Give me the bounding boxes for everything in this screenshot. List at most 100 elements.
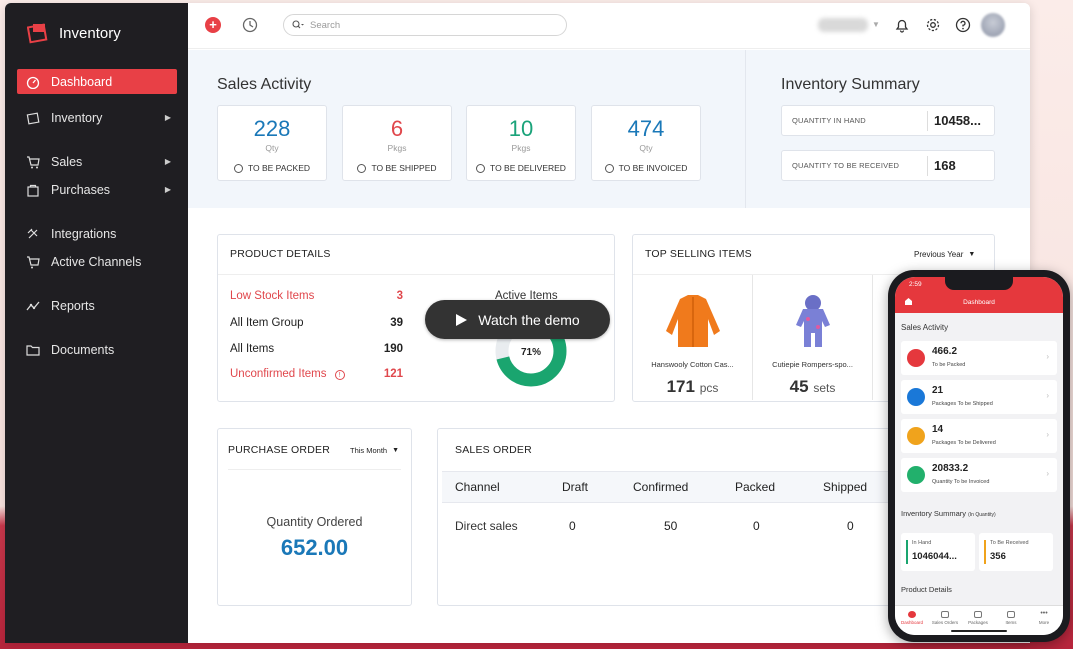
phone-stat-card[interactable]: 14 Packages To be Delivered › (901, 419, 1057, 453)
sidebar-item-active-channels[interactable]: Active Channels (17, 249, 177, 274)
stat-value: 228 (253, 116, 291, 141)
phone-inv-title-text: Inventory Summary (901, 509, 967, 518)
stat-card-to-be-shipped[interactable]: 6 Pkgs TO BE SHIPPED (342, 105, 452, 181)
gear-icon[interactable] (925, 17, 941, 33)
stat-card-to-be-invoiced[interactable]: 474 Qty TO BE INVOICED (591, 105, 701, 181)
quantity-ordered-label: Quantity Ordered (266, 515, 363, 529)
phone-stat-label: Packages To be Shipped (932, 401, 993, 407)
phone-nav-sales-orders[interactable]: Sales Orders (928, 611, 962, 625)
quantity-in-hand-value: 10458... (934, 113, 981, 128)
sidebar-item-inventory[interactable]: Inventory ▶ (17, 105, 177, 130)
item-qty-unit: sets (813, 381, 836, 395)
history-icon[interactable] (241, 16, 259, 34)
phone-nav-label: Items (1005, 620, 1017, 625)
phone-nav-more[interactable]: ••• More (1027, 610, 1061, 625)
documents-icon (25, 342, 41, 358)
chevron-down-icon[interactable]: ▼ (872, 20, 880, 29)
stat-label-text: TO BE INVOICED (618, 163, 688, 173)
search-input[interactable] (310, 19, 540, 31)
sidebar-item-dashboard[interactable]: Dashboard (17, 69, 177, 94)
box-icon (907, 349, 925, 367)
period-dropdown-label: Previous Year (914, 250, 964, 259)
phone-home-icon[interactable] (904, 297, 913, 306)
quantity-to-be-received-box: QUANTITY TO BE RECEIVED 168 (781, 150, 995, 181)
phone-in-hand-value: 1046044... (912, 551, 957, 562)
row-label: Low Stock Items (230, 290, 315, 302)
help-icon[interactable] (955, 17, 971, 33)
active-items-label: Active Items (495, 290, 558, 302)
column-header: Confirmed (633, 480, 689, 494)
top-selling-item[interactable]: Cutiepie Rompers-spo... 45 sets (753, 275, 873, 400)
top-selling-item[interactable]: Hanswooly Cotton Cas... 171 pcs (633, 275, 753, 400)
all-items-row[interactable]: All Items 190 (230, 343, 403, 355)
watch-demo-button[interactable]: Watch the demo (425, 300, 610, 339)
bell-icon[interactable] (894, 17, 910, 33)
sidebar-item-documents[interactable]: Documents (17, 337, 177, 362)
panel-title: TOP SELLING ITEMS (645, 248, 752, 260)
item-image-romper (795, 295, 830, 347)
sidebar-item-integrations[interactable]: Integrations (17, 221, 177, 246)
stat-label-text: TO BE DELIVERED (490, 163, 566, 173)
phone-stat-card[interactable]: 20833.2 Quantity To be Invoiced › (901, 458, 1057, 492)
sidebar-item-reports[interactable]: Reports (17, 293, 177, 318)
stat-value: 10 (508, 116, 534, 141)
donut-percent-label: 71% (521, 347, 541, 358)
stat-label-text: TO BE PACKED (247, 163, 311, 173)
submenu-caret-icon: ▶ (164, 113, 171, 122)
phone-stat-label: Packages To be Delivered (932, 440, 996, 446)
all-item-group-row[interactable]: All Item Group 39 (230, 317, 403, 329)
stat-label: TO BE INVOICED (592, 163, 700, 173)
quantity-to-be-received-label: QUANTITY TO BE RECEIVED (792, 161, 900, 170)
info-icon[interactable]: ! (334, 370, 345, 380)
quantity-ordered-value: 652.00 (280, 535, 349, 560)
more-dots-icon: ••• (1040, 610, 1048, 617)
period-dropdown[interactable]: Previous Year ▼ (914, 250, 975, 259)
phone-nav-label: Sales Orders (931, 620, 959, 625)
phone-header: 2:59 Dashboard (895, 277, 1063, 313)
dashboard-icon (908, 611, 916, 618)
phone-inventory-summary-title: Inventory Summary (In Quantity) (901, 509, 996, 518)
play-icon (456, 313, 468, 326)
purchase-order-panel: PURCHASE ORDER This Month ▼ Quantity Ord… (217, 428, 412, 606)
phone-nav-dashboard[interactable]: Dashboard (895, 611, 929, 625)
phone-nav-packages[interactable]: Packages (961, 611, 995, 625)
chevron-right-icon: › (1046, 469, 1049, 478)
phone-stat-card[interactable]: 466.2 To be Packed › (901, 341, 1057, 375)
sidebar-item-purchases[interactable]: Purchases ▶ (17, 177, 177, 202)
phone-stat-label: To be Packed (932, 362, 966, 368)
home-indicator (951, 630, 1007, 632)
phone-stat-card[interactable]: 21 Packages To be Shipped › (901, 380, 1057, 414)
low-stock-items-row[interactable]: Low Stock Items 3 (230, 290, 403, 302)
phone-in-hand-box: In Hand 1046044... (901, 533, 975, 571)
divider (218, 274, 614, 275)
table-cell: 0 (847, 519, 854, 533)
sidebar-item-label: Dashboard (51, 74, 113, 89)
stat-card-to-be-packed[interactable]: 228 Qty TO BE PACKED (217, 105, 327, 181)
phone-product-details-title: Product Details (901, 585, 952, 594)
sidebar-item-label: Purchases (51, 182, 111, 197)
chevron-right-icon: › (1046, 352, 1049, 361)
sidebar: Inventory Dashboard Inventory ▶ Sales ▶ (5, 3, 188, 643)
sidebar-item-sales[interactable]: Sales ▶ (17, 149, 177, 174)
item-quantity: 171 pcs (633, 377, 752, 397)
phone-nav-items[interactable]: Items (994, 611, 1028, 625)
stat-value: 6 (390, 116, 404, 141)
period-dropdown[interactable]: This Month ▼ (350, 446, 399, 455)
item-name: Hanswooly Cotton Cas... (651, 360, 734, 369)
row-label: All Item Group (230, 317, 304, 329)
sales-activity-title: Sales Activity (217, 76, 312, 93)
user-avatar[interactable] (981, 13, 1005, 37)
phone-stat-value: 20833.2 (932, 463, 969, 474)
unconfirmed-items-row[interactable]: Unconfirmed Items ! 121 (230, 368, 403, 380)
stat-card-to-be-delivered[interactable]: 10 Pkgs TO BE DELIVERED (466, 105, 576, 181)
table-cell: 0 (753, 519, 760, 533)
quick-create-button[interactable]: + (205, 17, 221, 33)
brand[interactable]: Inventory (27, 22, 121, 44)
organization-switcher[interactable] (818, 18, 868, 32)
search-bar[interactable] (283, 14, 567, 36)
check-icon (907, 427, 925, 445)
divider (927, 110, 928, 131)
stat-value: 474 (627, 116, 665, 141)
stat-unit: Qty (265, 143, 279, 153)
submenu-caret-icon: ▶ (164, 157, 171, 166)
